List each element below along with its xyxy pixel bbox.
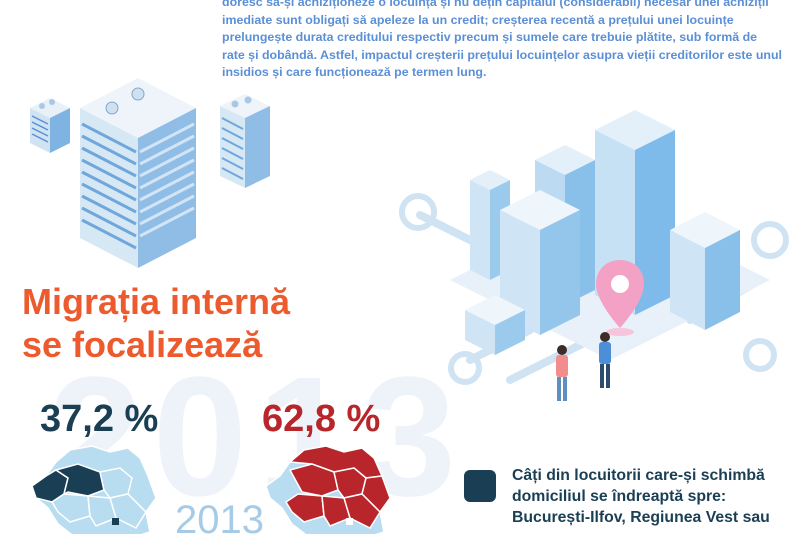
headline-line-1: Migrația internă bbox=[22, 281, 291, 322]
legend-text: Câți din locuitorii care-și schimbă domi… bbox=[512, 467, 770, 526]
legend-swatch bbox=[464, 470, 496, 502]
stat-left-value: 37,2 % bbox=[40, 398, 159, 440]
city-illustration bbox=[399, 110, 789, 401]
romania-map-right bbox=[265, 445, 391, 534]
year-label: 2013 bbox=[175, 498, 264, 534]
headline: Migrația internă se focalizează bbox=[22, 280, 402, 366]
romania-map-left bbox=[31, 445, 157, 534]
buildings-illustration bbox=[30, 78, 270, 268]
intro-paragraph: doresc să-și achiziționeze o locuință și… bbox=[222, 0, 783, 79]
stat-right-value: 62,8 % bbox=[262, 398, 381, 440]
headline-line-2: se focalizează bbox=[22, 324, 263, 365]
